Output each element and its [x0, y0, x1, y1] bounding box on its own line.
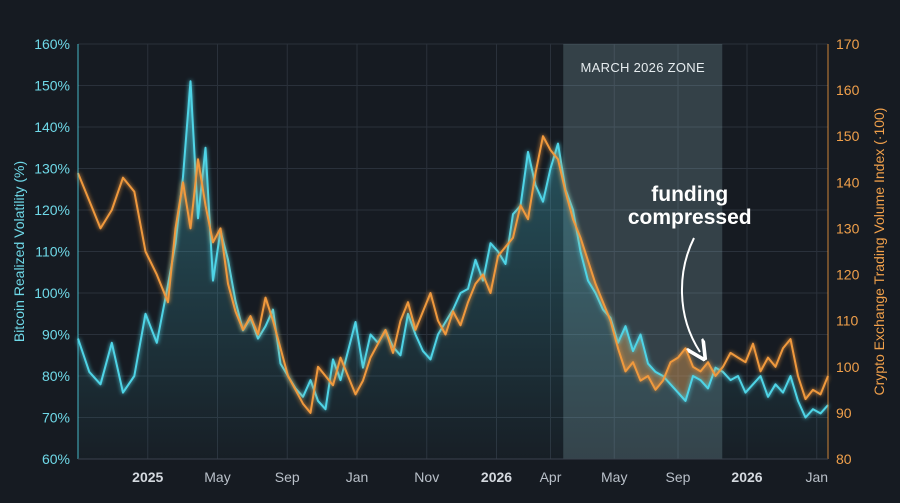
- y-tick-left: 70%: [42, 410, 70, 426]
- volatility-line: [77, 80, 829, 419]
- y-tick-right: 130: [836, 220, 860, 236]
- x-tick-label: 2026: [731, 469, 762, 485]
- volume-index-line: [77, 135, 829, 414]
- annotation-arrow: [681, 237, 700, 352]
- y-tick-left: 120%: [34, 202, 70, 218]
- y-tick-left: 110%: [35, 244, 70, 260]
- annotation-line1: funding: [651, 183, 728, 206]
- annotation-line2: compressed: [628, 206, 752, 229]
- x-tick-label: Jan: [346, 469, 369, 485]
- x-tick-label: Nov: [414, 469, 439, 485]
- y-axis-left-label: Bitcoin Realized Volatility (%): [11, 161, 27, 342]
- y-tick-right: 80: [836, 451, 852, 467]
- y-tick-right: 120: [836, 267, 860, 283]
- x-tick-label: 2025: [132, 469, 163, 485]
- axes: 60% 70% 80% 90% 100% 110% 120% 130% 140% 150% 160%…: [11, 36, 887, 485]
- y-tick-left: 90%: [42, 327, 70, 343]
- y-tick-right: 90: [836, 405, 852, 421]
- x-tick-label: Jan: [805, 469, 828, 485]
- x-tick-label: May: [601, 469, 627, 485]
- y-tick-right: 110: [836, 313, 859, 329]
- volatility-area: [78, 81, 828, 460]
- series-lines: [77, 80, 829, 419]
- x-tick-label: May: [204, 469, 230, 485]
- zone-label: MARCH 2026 ZONE: [581, 60, 705, 75]
- y-tick-right: 150: [836, 128, 860, 144]
- y-tick-left: 80%: [42, 368, 70, 384]
- y-tick-left: 140%: [34, 119, 70, 135]
- y-tick-left: 60%: [42, 451, 70, 467]
- y-tick-left: 130%: [34, 161, 70, 177]
- y-axis-right-label: Crypto Exchange Trading Volume Index (·1…: [871, 108, 887, 396]
- x-tick-label: 2026: [481, 469, 512, 485]
- y-tick-right: 140: [836, 174, 860, 190]
- x-tick-label: Sep: [275, 469, 300, 485]
- y-tick-right: 160: [836, 82, 860, 98]
- x-tick-label: Apr: [540, 469, 562, 485]
- y-tick-left: 160%: [34, 36, 70, 52]
- y-tick-right: 100: [836, 359, 860, 375]
- y-tick-right: 170: [836, 36, 860, 52]
- y-tick-left: 150%: [34, 78, 70, 94]
- x-tick-label: Sep: [666, 469, 691, 485]
- y-tick-left: 100%: [34, 285, 70, 301]
